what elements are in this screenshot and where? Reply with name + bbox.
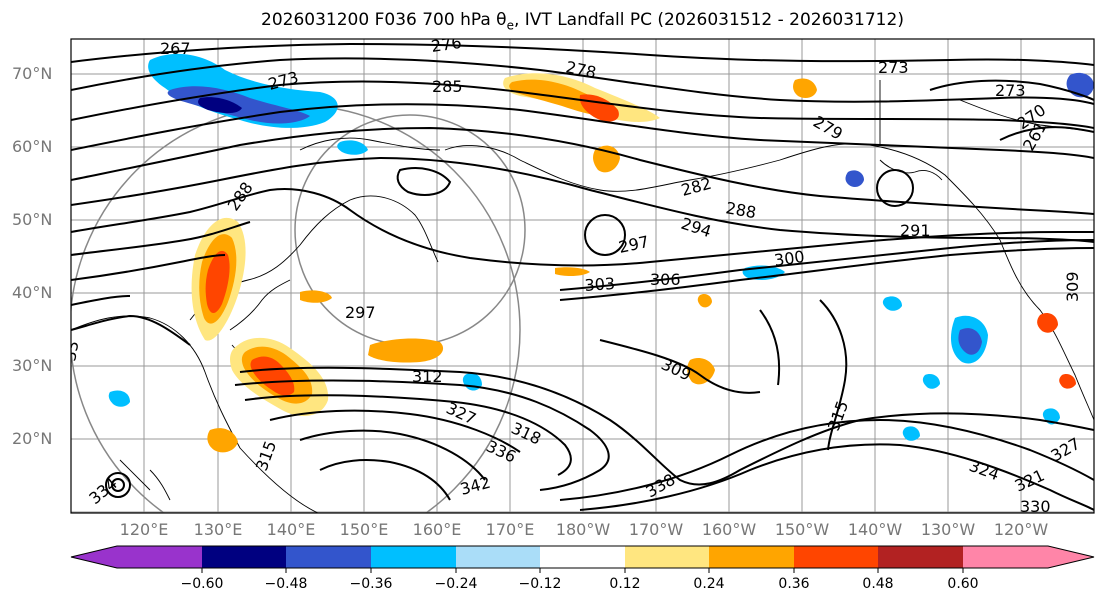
contour-label: 273 xyxy=(995,81,1026,100)
colorbar-bin xyxy=(709,546,794,568)
lon-label: 170°E xyxy=(485,520,535,539)
colorbar-bin xyxy=(202,546,286,568)
contour-label: 309 xyxy=(1063,271,1082,302)
lat-label: 70°N xyxy=(12,64,53,83)
contour-label: 285 xyxy=(432,77,463,96)
lon-label: 160°W xyxy=(701,520,757,539)
colorbar-tick-label: 0.12 xyxy=(609,576,641,592)
lat-label: 50°N xyxy=(12,210,53,229)
colorbar-tick-label: 0.24 xyxy=(693,576,725,592)
colorbar-tick-label: −0.60 xyxy=(180,576,224,592)
contour-label: 297 xyxy=(345,303,376,322)
contour-label: 303 xyxy=(584,274,616,295)
lon-label: 130°W xyxy=(920,520,976,539)
colorbar-bin xyxy=(540,546,625,568)
lon-label: 170°W xyxy=(628,520,684,539)
lat-label: 20°N xyxy=(12,429,53,448)
lon-label: 140°W xyxy=(847,520,903,539)
lon-label: 130°E xyxy=(193,520,243,539)
colorbar-tick-label: 0.36 xyxy=(778,576,810,592)
contour-label: 306 xyxy=(650,270,681,289)
colorbar-bin xyxy=(878,546,963,568)
colorbar-tick-label: −0.12 xyxy=(518,576,562,592)
lat-label: 60°N xyxy=(12,137,53,156)
lon-label: 150°W xyxy=(774,520,830,539)
lat-label: 30°N xyxy=(12,356,53,375)
colorbar-bin xyxy=(286,546,371,568)
lon-label: 150°E xyxy=(339,520,389,539)
colorbar-tick-label: 0.48 xyxy=(862,576,894,592)
contour-label: 312 xyxy=(412,367,443,386)
lat-label: 40°N xyxy=(12,283,53,302)
colorbar-extend-high xyxy=(1048,546,1094,568)
colorbar-bin xyxy=(794,546,878,568)
ivt-shading-positive xyxy=(191,73,1076,453)
colorbar-outline xyxy=(70,545,1095,569)
contour-label: 267 xyxy=(160,39,191,58)
lon-label: 120°E xyxy=(119,520,169,539)
contour-label: 33 xyxy=(60,339,82,362)
theta-e-contours xyxy=(71,42,1094,511)
colorbar-bin xyxy=(963,546,1048,568)
contour-label: 300 xyxy=(773,247,806,270)
colorbar-tick-label: −0.48 xyxy=(264,576,308,592)
colorbar-extend-low xyxy=(71,546,117,568)
lon-label: 160°E xyxy=(412,520,462,539)
colorbar-bin xyxy=(117,546,202,568)
contour-label: 276 xyxy=(430,33,463,56)
lon-label: 180°W xyxy=(555,520,611,539)
lon-label: 120°W xyxy=(993,520,1049,539)
colorbar-bin xyxy=(456,546,540,568)
colorbar-tick-label: −0.24 xyxy=(434,576,478,592)
map-frame xyxy=(70,38,1095,514)
colorbar-bin xyxy=(371,546,456,568)
contour-label: 291 xyxy=(900,221,931,240)
colorbar-bin xyxy=(625,546,709,568)
map-title: 2026031200 F036 700 hPa θe, IVT Landfall… xyxy=(261,10,904,33)
contour-label: 273 xyxy=(878,58,909,77)
colorbar xyxy=(70,545,1095,573)
colorbar-tick-label: 0.60 xyxy=(947,576,979,592)
colorbar-tick-label: −0.36 xyxy=(349,576,393,592)
contour-label: 330 xyxy=(1020,497,1051,516)
lon-label: 140°E xyxy=(266,520,316,539)
